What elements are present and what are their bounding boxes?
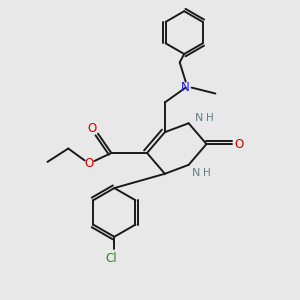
Text: N: N: [181, 81, 190, 94]
Text: O: O: [87, 122, 97, 135]
Text: O: O: [84, 157, 94, 170]
Text: H: H: [203, 168, 211, 178]
Text: N: N: [192, 168, 200, 178]
Text: H: H: [206, 113, 214, 123]
Text: O: O: [235, 138, 244, 151]
Text: N: N: [195, 113, 203, 123]
Text: Cl: Cl: [106, 252, 117, 265]
